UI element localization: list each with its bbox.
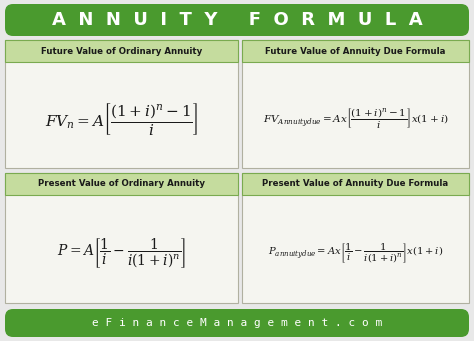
Text: A  N  N  U  I  T  Y     F  O  R  M  U  L  A: A N N U I T Y F O R M U L A (52, 11, 422, 29)
Text: $FV_n = A\left[\dfrac{(1+i)^n - 1}{i}\right]$: $FV_n = A\left[\dfrac{(1+i)^n - 1}{i}\ri… (45, 101, 198, 137)
Text: Present Value of Ordinary Annuity: Present Value of Ordinary Annuity (38, 179, 205, 189)
Text: $P_{annuitydue} = Ax\left[\dfrac{1}{i} - \dfrac{1}{i(1+i)^n}\right]x(1+i)$: $P_{annuitydue} = Ax\left[\dfrac{1}{i} -… (268, 241, 443, 265)
Text: $P = A\left[\dfrac{1}{i} - \dfrac{1}{i(1+i)^n}\right]$: $P = A\left[\dfrac{1}{i} - \dfrac{1}{i(1… (57, 236, 186, 270)
FancyBboxPatch shape (5, 309, 469, 337)
Bar (5, 40, 238, 62)
Text: Present Value of Annuity Due Formula: Present Value of Annuity Due Formula (263, 179, 448, 189)
Bar (5, 173, 238, 303)
Bar (5, 40, 238, 168)
Bar (5, 173, 238, 195)
Text: $FV_{Annuitydue} = Ax\left[\dfrac{(1+i)^n - 1}{i}\right]x(1+i)$: $FV_{Annuitydue} = Ax\left[\dfrac{(1+i)^… (263, 107, 448, 131)
Text: Future Value of Annuity Due Formula: Future Value of Annuity Due Formula (265, 46, 446, 56)
Bar (242, 40, 469, 168)
Bar (242, 173, 469, 303)
Text: e F i n a n c e M a n a g e m e n t . c o m: e F i n a n c e M a n a g e m e n t . c … (92, 318, 382, 328)
Bar (242, 40, 469, 62)
Text: Future Value of Ordinary Annuity: Future Value of Ordinary Annuity (41, 46, 202, 56)
Bar (242, 173, 469, 195)
FancyBboxPatch shape (5, 4, 469, 36)
